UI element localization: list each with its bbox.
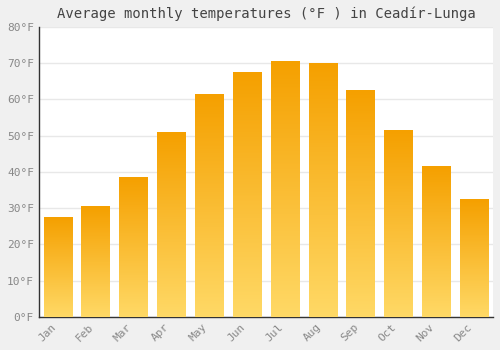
Title: Average monthly temperatures (°F ) in Ceadír-Lunga: Average monthly temperatures (°F ) in Ce… — [56, 7, 476, 21]
